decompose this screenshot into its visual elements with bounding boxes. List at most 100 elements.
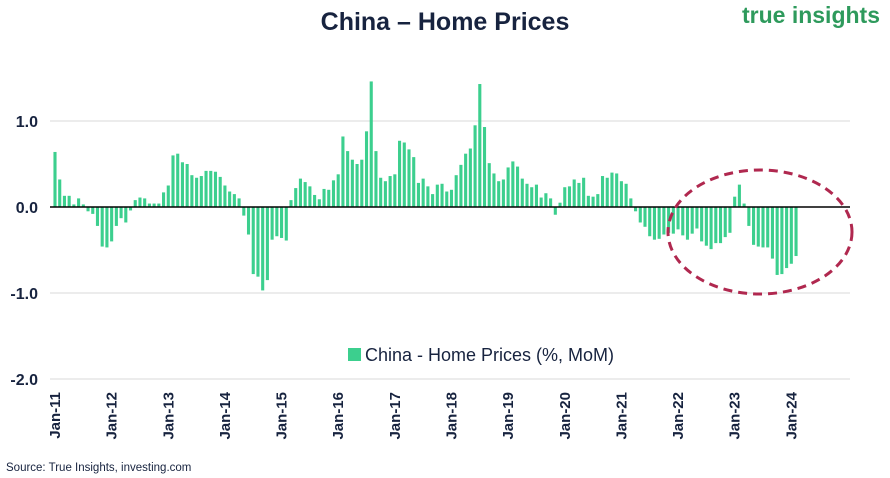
- bar: [770, 207, 774, 259]
- bar: [482, 127, 487, 207]
- bar: [355, 164, 359, 207]
- x-tick-label: Jan-11: [47, 392, 64, 439]
- bar: [152, 203, 156, 207]
- bar: [553, 207, 557, 215]
- bar: [416, 182, 420, 207]
- bar: [171, 155, 175, 207]
- bar: [195, 177, 199, 207]
- bar: [308, 186, 312, 207]
- bar: [454, 175, 458, 207]
- y-tick-label: -2.0: [10, 372, 38, 389]
- bar: [341, 136, 345, 207]
- bar: [624, 183, 628, 207]
- bar: [459, 164, 463, 207]
- x-tick-label: Jan-17: [387, 392, 404, 440]
- bar: [204, 170, 208, 207]
- bar: [322, 188, 326, 207]
- bar: [261, 207, 265, 291]
- bar: [662, 207, 666, 235]
- bar: [492, 173, 496, 207]
- bar: [67, 195, 71, 207]
- bar: [110, 207, 114, 242]
- bar: [124, 207, 128, 223]
- bar: [718, 207, 723, 244]
- bar: [534, 184, 538, 207]
- bar: [58, 179, 62, 207]
- bar: [157, 203, 161, 207]
- legend-swatch: [348, 348, 361, 361]
- bar: [143, 198, 147, 207]
- bar: [615, 173, 619, 207]
- bar: [785, 207, 789, 269]
- bar-series: [53, 81, 798, 291]
- bar: [487, 163, 491, 207]
- bar: [563, 187, 567, 207]
- bar: [619, 181, 623, 207]
- bar: [105, 207, 109, 248]
- legend: China - Home Prices (%, MoM): [348, 345, 614, 365]
- bar: [336, 174, 340, 207]
- x-axis-ticks: Jan-11 Jan-12 Jan-13 Jan-14 Jan-15 Jan-16 Jan-…: [47, 391, 800, 439]
- bar: [294, 188, 298, 207]
- bar: [648, 207, 652, 237]
- bar: [700, 207, 704, 242]
- bar: [600, 176, 605, 207]
- bar: [199, 176, 203, 207]
- bar: [402, 142, 406, 207]
- bar: [582, 177, 586, 207]
- bar: [530, 187, 534, 207]
- bar: [605, 177, 609, 207]
- bar: [350, 159, 354, 207]
- x-tick-label: Jan-20: [557, 392, 574, 440]
- x-tick-label: Jan-12: [104, 392, 121, 440]
- bar: [128, 207, 133, 211]
- bar: [228, 191, 232, 207]
- bar: [643, 207, 647, 227]
- bar: [232, 194, 236, 207]
- bar: [549, 198, 553, 207]
- bar: [246, 207, 251, 235]
- bar: [520, 178, 524, 207]
- bar: [388, 176, 392, 207]
- bar: [77, 198, 81, 207]
- bar: [180, 162, 184, 207]
- bar: [435, 184, 439, 207]
- bar: [383, 181, 387, 207]
- bar: [237, 198, 241, 207]
- bar: [704, 207, 708, 246]
- bar: [468, 148, 472, 207]
- bar: [497, 181, 501, 207]
- bar: [676, 207, 680, 230]
- x-tick-label: Jan-14: [217, 391, 234, 439]
- bar: [289, 200, 293, 207]
- bar: [72, 204, 76, 207]
- bar: [421, 178, 425, 207]
- bar: [280, 207, 284, 238]
- bar: [794, 207, 798, 257]
- bar: [176, 153, 180, 207]
- bar: [577, 182, 581, 207]
- bar: [81, 204, 85, 207]
- brand-logo-part1: true: [741, 2, 786, 28]
- bar: [737, 184, 741, 207]
- bar: [426, 186, 430, 207]
- x-tick-label: Jan-15: [274, 392, 291, 440]
- bar: [671, 207, 675, 234]
- gridlines: [50, 120, 850, 380]
- bar: [591, 196, 595, 207]
- bar: [501, 179, 505, 207]
- bar: [162, 192, 166, 207]
- bar: [511, 161, 515, 207]
- bar: [723, 207, 727, 238]
- y-axis-ticks: 1.0 0.0 -1.0 -2.0: [10, 114, 38, 389]
- bar: [506, 167, 510, 207]
- bar: [766, 207, 770, 248]
- bar: [364, 131, 369, 207]
- bar: [733, 196, 737, 207]
- bar: [147, 203, 151, 207]
- bar: [407, 149, 411, 207]
- bar: [313, 194, 317, 207]
- bar: [634, 207, 638, 212]
- bar: [213, 171, 218, 207]
- bar: [742, 203, 746, 207]
